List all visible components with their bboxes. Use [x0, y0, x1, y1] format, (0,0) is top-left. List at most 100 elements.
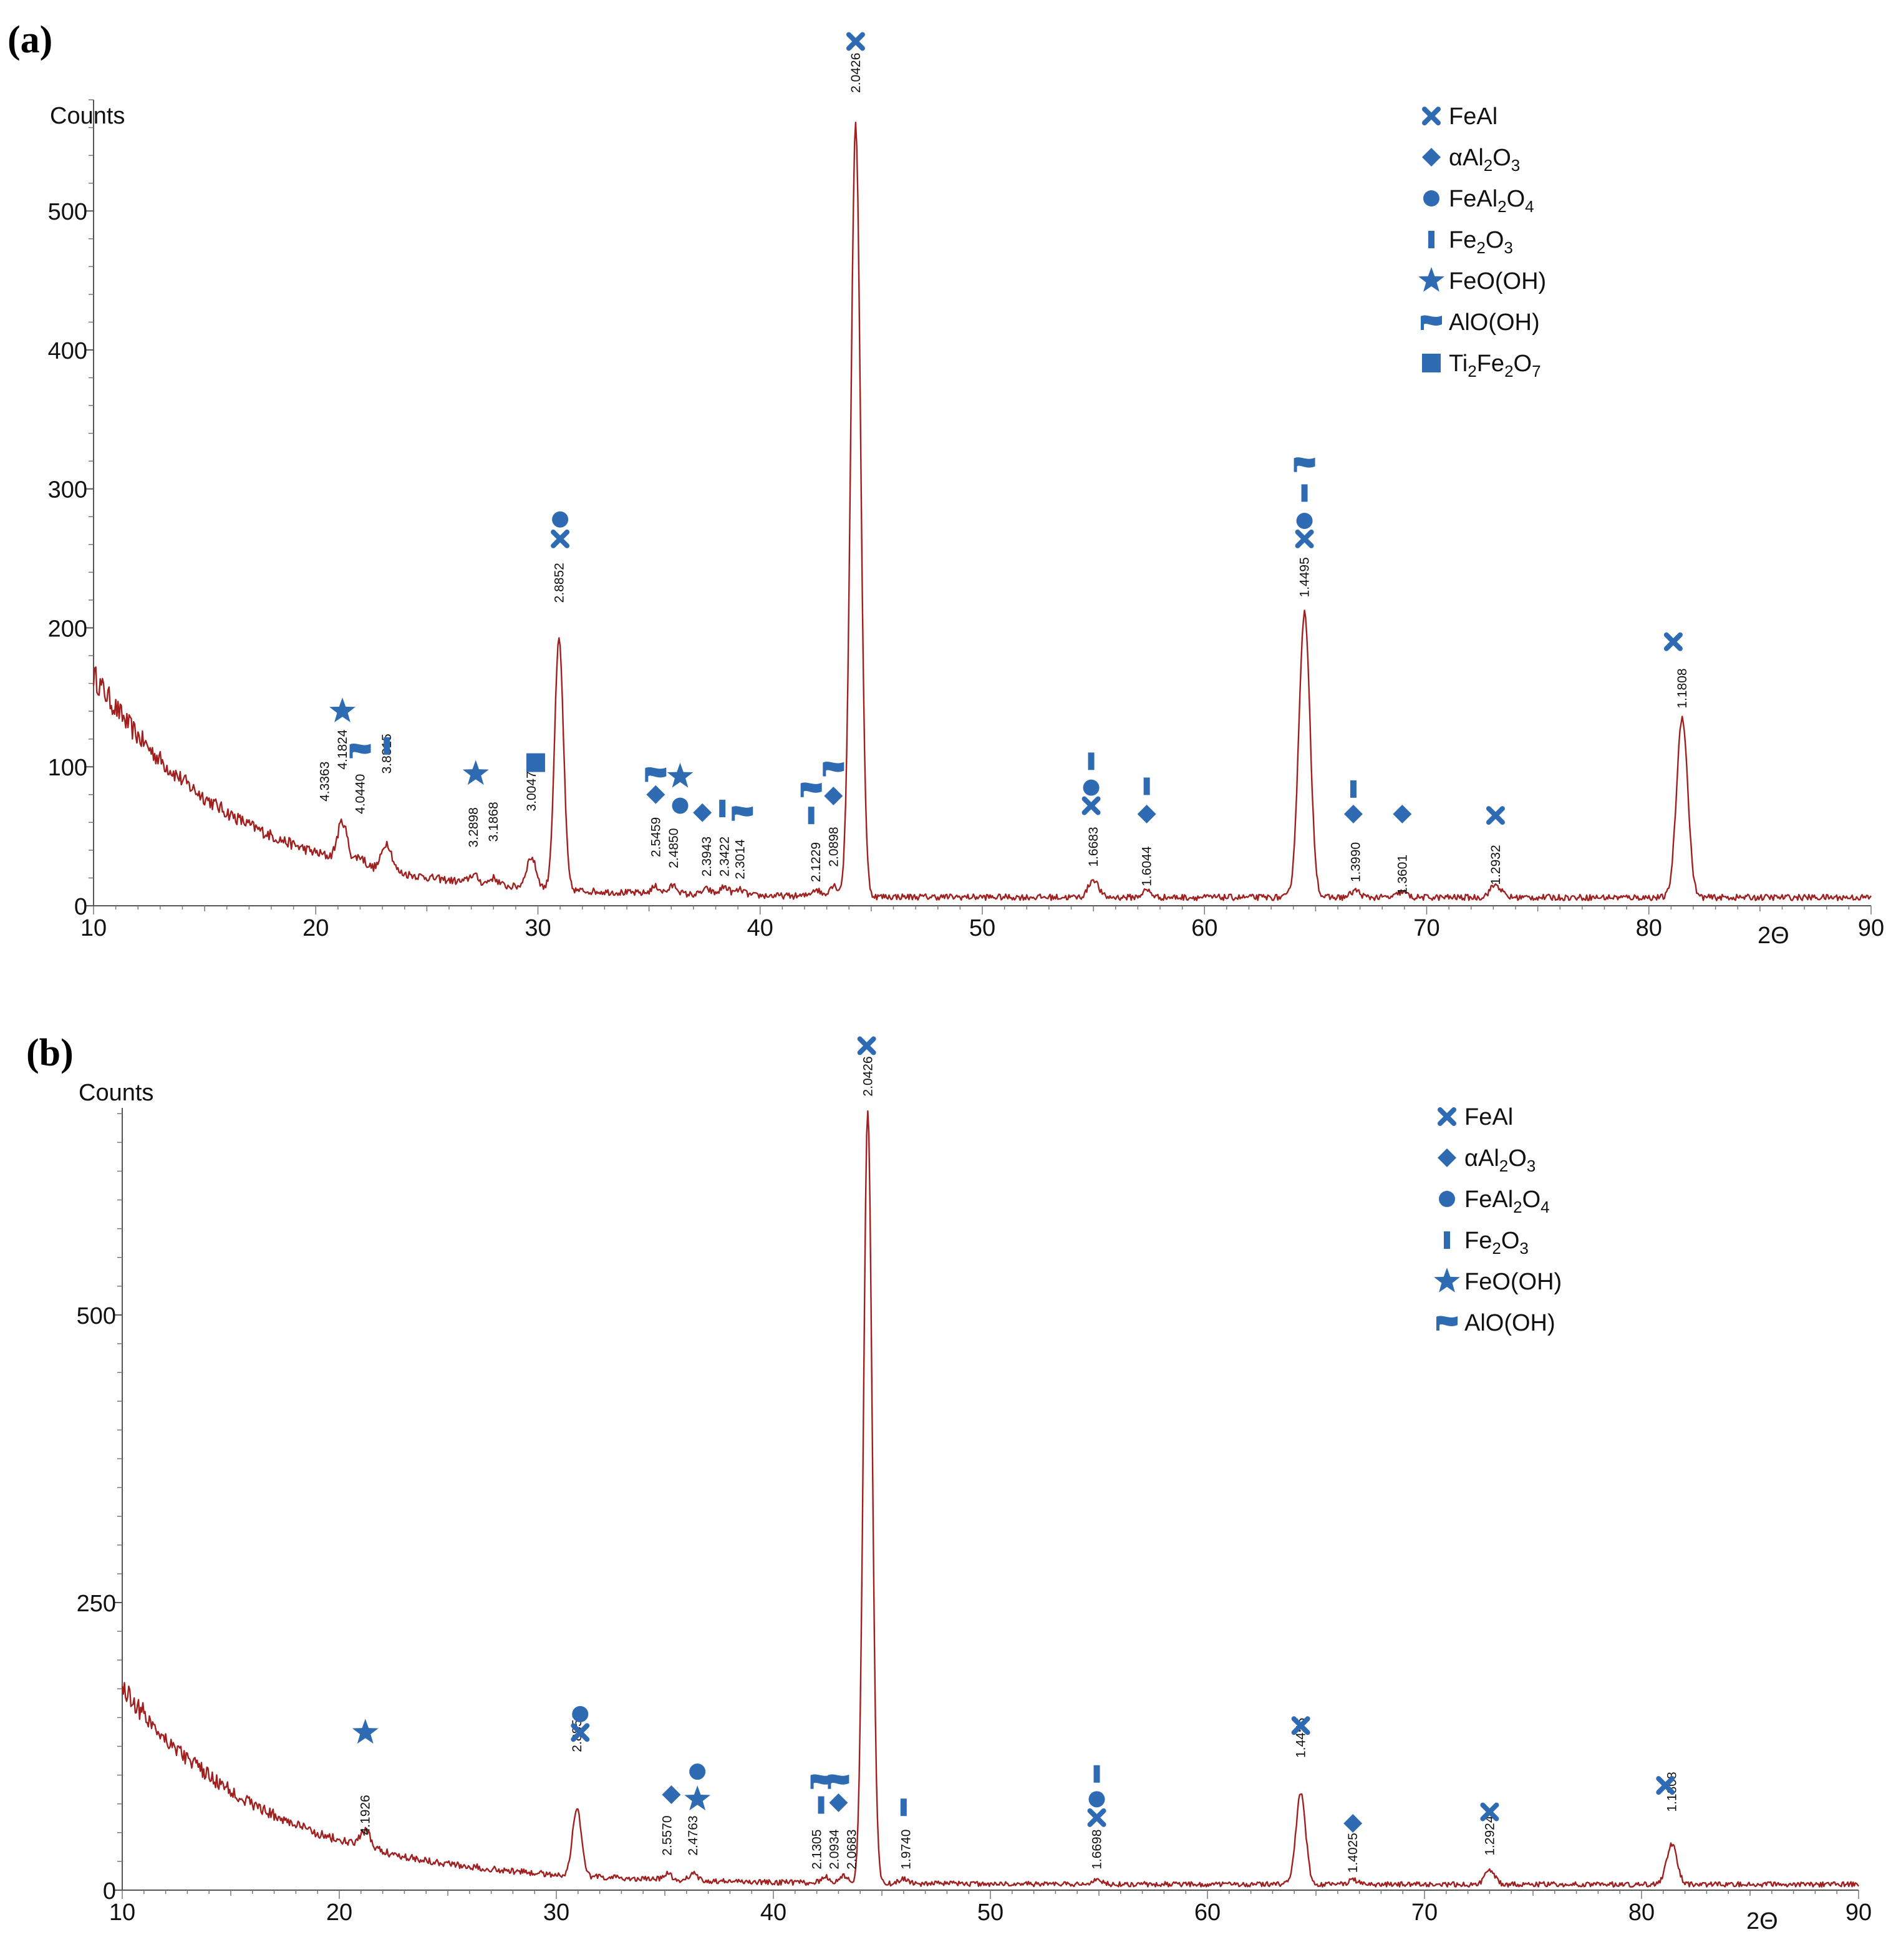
panel-a-y-tick-label: 300: [48, 477, 87, 503]
panel-b-phase-marker-circle: [572, 1706, 588, 1722]
panel-a-phase-marker-diamond: [824, 787, 843, 805]
panel-a-d-spacing-label: 2.5459: [649, 817, 663, 857]
panel-b-legend-label: Fe2O3: [1464, 1228, 1529, 1258]
panel-a-d-spacing-label: 2.3014: [733, 839, 748, 880]
panel-a-phase-marker-bar: [1088, 752, 1095, 770]
panel-a-x-tick-label: 20: [302, 915, 329, 941]
panel-a-x-tick-label: 70: [1413, 915, 1439, 941]
panel-a-d-spacing-label: 1.6044: [1140, 846, 1154, 886]
panel-a-phase-marker-bar: [1144, 777, 1150, 795]
panel-a-phase-marker-cross: [849, 34, 863, 48]
panel-b-legend-bar-icon: [1444, 1231, 1450, 1249]
panel-a-d-spacing-label: 2.3943: [700, 837, 714, 876]
panel-b-d-spacing-label: 1.2924: [1483, 1815, 1497, 1856]
panel-a-x-tick-label: 90: [1858, 915, 1884, 941]
panel-a-y-tick-label: 100: [48, 755, 87, 781]
panel-a-phase-marker-flag: [801, 782, 822, 797]
panel-b-x-axis-title: 2Θ: [1746, 1908, 1778, 1934]
panel-a-d-spacing-label: 3.2898: [467, 807, 481, 847]
panel-b-phase-marker-diamond: [829, 1793, 848, 1812]
panel-b-legend-circle-icon: [1439, 1191, 1455, 1207]
panel-a-phase-marker-circle: [1083, 780, 1100, 796]
panel-b-phase-marker-diamond: [662, 1785, 680, 1804]
panel-a-d-spacing-label: 3.0047: [525, 771, 539, 811]
panel-a-x-tick-label: 50: [969, 915, 995, 941]
panel-a: (a) Counts 2Θ 10 20 30 40 50 60 70 80 90 0 100 200 3…: [7, 19, 1884, 949]
panel-a-label: (a): [7, 19, 52, 61]
panel-a-legend-bar-icon: [1428, 231, 1434, 248]
panel-b-phase-marker-star: [352, 1719, 379, 1744]
panel-a-phase-marker-circle: [672, 798, 689, 814]
panel-b-d-spacing-label: 4.1926: [359, 1795, 373, 1835]
panel-b-legend-star-icon: [1434, 1268, 1460, 1293]
panel-a-phase-marker-diamond: [1344, 805, 1363, 823]
panel-a-phase-marker-bar: [1302, 484, 1308, 502]
panel-a-phase-marker-star: [329, 697, 356, 722]
panel-b-phase-marker-bar: [1094, 1765, 1100, 1783]
panel-a-legend-flag-icon: [1421, 316, 1442, 330]
panel-a-x-tick-label: 30: [525, 915, 551, 941]
panel-b-d-spacing-label: 2.0934: [827, 1829, 841, 1870]
panel-b-x-tick-label: 20: [326, 1899, 352, 1926]
panel-a-d-spacing-label: 3.1868: [486, 802, 501, 842]
panel-a-d-spacing-label: 4.3363: [318, 762, 332, 802]
panel-a-phase-marker-diamond: [1393, 805, 1411, 823]
panel-b-x-tick-label: 70: [1411, 1899, 1438, 1926]
panel-a-y-tick-label: 500: [48, 199, 87, 225]
panel-a-legend-label: FeAl2O4: [1449, 186, 1534, 216]
panel-a-phase-marker-square: [526, 754, 545, 772]
panel-a-phase-marker-cross: [553, 532, 567, 546]
panel-a-phase-marker-cross: [1085, 799, 1098, 813]
panel-a-phase-marker-cross: [1298, 532, 1312, 546]
panel-a-phase-marker-diamond: [1138, 805, 1156, 823]
panel-b-x-tick-label: 50: [977, 1899, 1004, 1926]
panel-b-d-spacing-label: 2.1305: [810, 1830, 825, 1870]
panel-b-y-axis-title: Counts: [79, 1080, 153, 1106]
panel-a-legend-label: αAl2O3: [1449, 145, 1520, 175]
panel-a-x-tick-label: 60: [1191, 915, 1217, 941]
panel-a-phase-marker-cross: [1666, 635, 1680, 649]
panel-b-phase-marker-star: [684, 1785, 710, 1810]
panel-a-d-spacing-label: 2.0898: [826, 827, 841, 866]
panel-b: (b) Counts 2Θ 10 20 30 40 50 60 70 80 90 0 250 500 4…: [26, 1032, 1872, 1934]
panel-a-phase-marker-flag: [1294, 457, 1315, 472]
panel-b-phase-marker-cross: [860, 1039, 874, 1052]
panel-b-phase-marker-cross: [1090, 1811, 1104, 1825]
panel-a-phase-marker-cross: [1489, 808, 1502, 822]
panel-a-d-spacing-label: 1.2932: [1489, 845, 1503, 885]
panel-a-phase-marker-star: [463, 760, 489, 785]
panel-a-legend-label: FeAl: [1449, 104, 1497, 130]
panel-a-d-spacing-label: 1.3990: [1349, 842, 1363, 882]
panel-a-x-tick-label: 80: [1636, 915, 1662, 941]
panel-b-legend-cross-icon: [1440, 1110, 1454, 1123]
panel-b-y-tick-label: 250: [77, 1591, 116, 1617]
panel-a-legend-label: Ti2Fe2O7: [1449, 351, 1541, 381]
panel-a-phase-marker-bar: [719, 800, 725, 817]
panel-a-legend-label: Fe2O3: [1449, 227, 1513, 257]
panel-b-legend-flag-icon: [1436, 1316, 1458, 1331]
panel-a-legend-label: AlO(OH): [1449, 309, 1540, 336]
panel-a-phase-marker-flag: [350, 744, 371, 758]
panel-a-legend-cross-icon: [1425, 109, 1438, 123]
panel-b-legend-label: AlO(OH): [1464, 1310, 1555, 1336]
panel-b-d-spacing-label: 2.0426: [861, 1056, 875, 1096]
panel-a-legend-diamond-icon: [1422, 148, 1441, 167]
panel-b-legend-label: FeO(OH): [1464, 1269, 1562, 1295]
panel-a-y-tick-label: 0: [74, 894, 87, 920]
panel-a-x-tick-label: 40: [747, 915, 773, 941]
panel-b-x-tick-label: 60: [1194, 1899, 1221, 1926]
panel-a-y-tick-label: 200: [48, 616, 87, 642]
panel-a-phase-marker-diamond: [693, 803, 712, 822]
panel-b-legend-label: αAl2O3: [1464, 1145, 1536, 1175]
panel-b-legend-label: FeAl: [1464, 1104, 1513, 1130]
panel-b-legend-diamond-icon: [1438, 1148, 1456, 1167]
panel-b-y-tick-label: 500: [77, 1303, 116, 1329]
panel-b-d-spacing-label: 1.6698: [1090, 1830, 1105, 1870]
panel-a-legend-star-icon: [1418, 267, 1444, 292]
panel-b-x-tick-label: 90: [1845, 1899, 1872, 1926]
panel-b-d-spacing-label: 2.0683: [844, 1830, 859, 1870]
panel-b-d-spacing-label: 1.9740: [899, 1830, 913, 1870]
panel-b-phase-marker-bar: [818, 1797, 825, 1814]
panel-a-d-spacing-label: 2.0426: [849, 53, 863, 93]
panel-a-d-spacing-label: 1.4495: [1298, 557, 1312, 597]
